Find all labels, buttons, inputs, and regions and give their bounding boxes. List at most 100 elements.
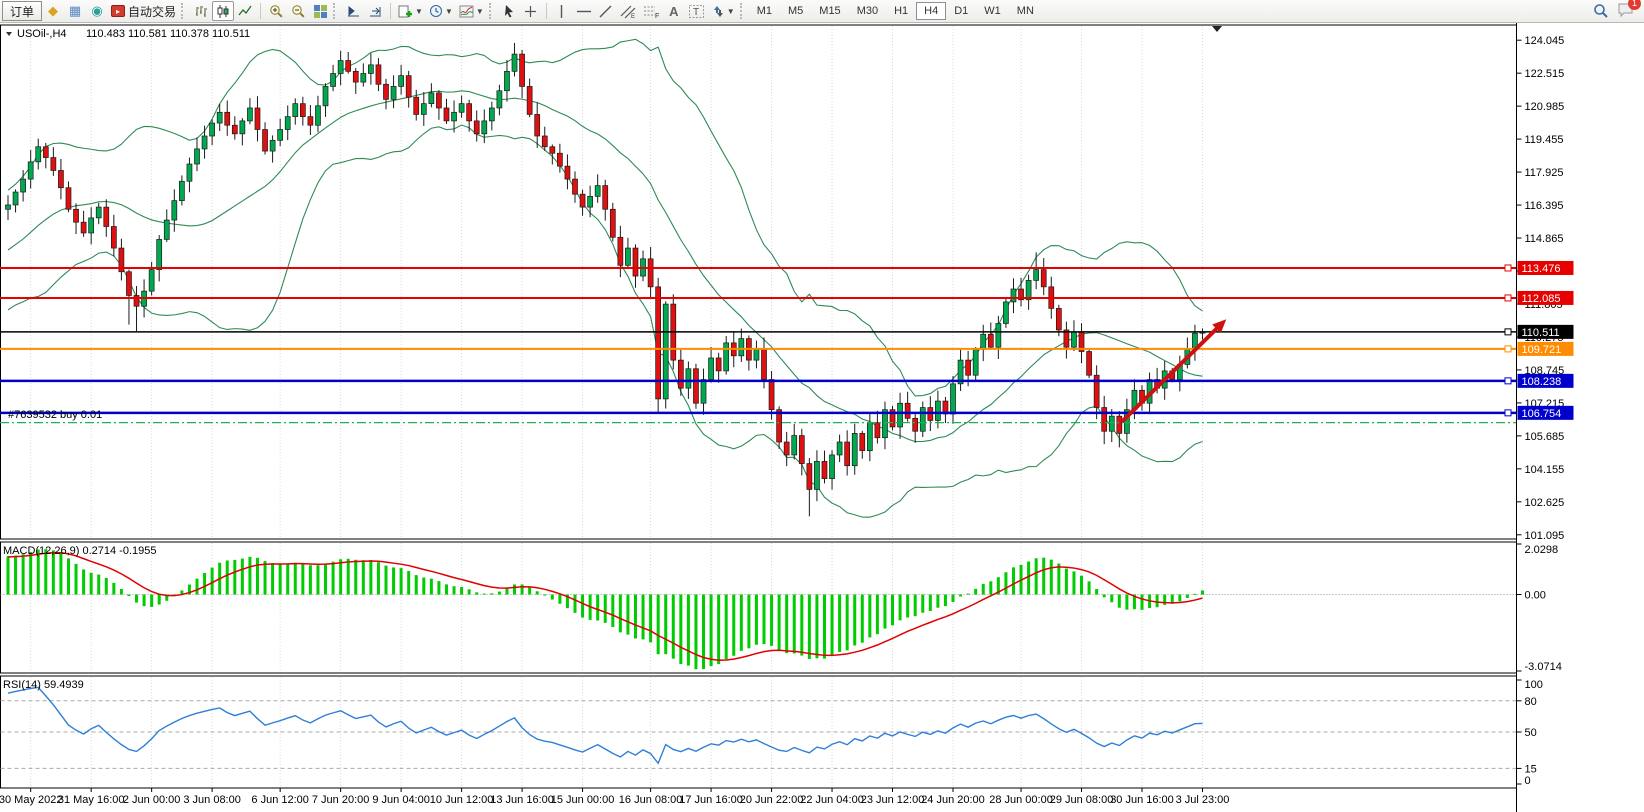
svg-text:0.00: 0.00 xyxy=(1525,590,1546,602)
signals-button[interactable]: ◉ xyxy=(86,1,108,21)
horizontal-line-button[interactable] xyxy=(573,1,595,21)
macd-histogram xyxy=(6,549,1204,670)
channel-button[interactable]: E xyxy=(617,1,640,21)
time-axis-label: 2 Jun 00:00 xyxy=(123,794,181,806)
timeframe-button-m5[interactable]: M5 xyxy=(788,5,804,17)
zoom-in-button[interactable] xyxy=(265,1,287,21)
toolbar-group-trade: 订单 ◆ ▦ ◉ ▸ 自动交易 xyxy=(2,0,179,22)
price-tick-label: 120.985 xyxy=(1525,101,1565,113)
svg-text:80: 80 xyxy=(1525,696,1537,708)
shift-end-button[interactable] xyxy=(342,1,364,21)
timeframe-button-mn[interactable]: MN xyxy=(1016,5,1034,17)
price-tick-label: 117.925 xyxy=(1525,167,1564,179)
arrows-button[interactable]: ▼ xyxy=(708,1,738,21)
price-tick-label: 114.865 xyxy=(1525,233,1564,245)
profile-icon: ▦ xyxy=(68,3,82,18)
crosshair-icon xyxy=(525,5,537,17)
horizontal-lines[interactable] xyxy=(0,264,1517,417)
toolbar-handle xyxy=(181,3,186,19)
candlestick-chart-button[interactable] xyxy=(212,1,235,21)
tile-windows-icon xyxy=(313,4,327,18)
cursor-button[interactable] xyxy=(498,1,520,21)
svg-text:-3.0714: -3.0714 xyxy=(1525,661,1562,673)
autotrading-icon: ▸ xyxy=(111,5,126,17)
macd-label: MACD(12,26,9) 0.2714 -0.1955 xyxy=(3,545,156,557)
svg-text:100: 100 xyxy=(1525,679,1543,691)
price-line-label: 110.511 xyxy=(1517,324,1574,339)
market-watch-button[interactable]: ◆ xyxy=(42,1,64,21)
tile-windows-button[interactable] xyxy=(309,1,331,21)
indicators-button[interactable]: ▼ xyxy=(456,1,487,21)
shift-chart-icon xyxy=(369,6,381,16)
vertical-line-button[interactable] xyxy=(551,1,573,21)
profile-button[interactable]: ▦ xyxy=(64,1,86,21)
trendline-button[interactable] xyxy=(595,1,617,21)
zoom-out-button[interactable] xyxy=(287,1,309,21)
svg-text:110.511: 110.511 xyxy=(1522,327,1560,339)
autotrading-button[interactable]: ▸ 自动交易 xyxy=(108,1,179,21)
text-label-button[interactable]: T xyxy=(685,1,708,21)
timeframe-button-m30[interactable]: M30 xyxy=(856,5,879,17)
search-icon[interactable] xyxy=(1593,3,1609,19)
new-chart-button[interactable]: ▼ xyxy=(395,1,426,21)
toolbar-handle xyxy=(333,3,338,19)
timeframe-button-h1[interactable]: H1 xyxy=(894,5,909,17)
time-axis-label: 15 Jun 00:00 xyxy=(551,794,615,806)
price-tick-label: 102.625 xyxy=(1525,497,1565,509)
zoom-out-icon xyxy=(291,4,305,18)
shift-chart-button[interactable] xyxy=(364,1,386,21)
rsi-line xyxy=(7,686,1203,765)
timeframe-button-m15[interactable]: M15 xyxy=(819,5,841,17)
trend-arrow[interactable] xyxy=(1120,319,1227,423)
toolbar-group-objects: E F A T ▼ xyxy=(498,0,738,22)
time-axis-label: 20 Jun 22:00 xyxy=(740,794,804,806)
crosshair-button[interactable] xyxy=(520,1,542,21)
periods-button[interactable]: ▼ xyxy=(426,1,456,21)
time-axis-label: 23 Jun 12:00 xyxy=(861,794,925,806)
svg-text:109.721: 109.721 xyxy=(1522,344,1562,356)
timeframe-button-d1[interactable]: D1 xyxy=(954,5,969,17)
chart-shift-marker[interactable] xyxy=(1212,26,1222,32)
bar-chart-icon xyxy=(195,5,207,17)
chat-badge: 1 xyxy=(1628,0,1641,10)
zoom-in-icon xyxy=(269,4,283,18)
time-axis-label: 3 Jul 23:00 xyxy=(1176,794,1230,806)
time-axis-label: 9 Jun 04:00 xyxy=(372,794,430,806)
one-click-trading-arrow[interactable] xyxy=(6,32,12,36)
periods-icon xyxy=(429,4,442,17)
price-line-label: 108.238 xyxy=(1517,373,1574,388)
time-axis-label: 6 Jun 12:00 xyxy=(251,794,309,806)
line-chart-icon xyxy=(238,5,252,15)
svg-text:112.085: 112.085 xyxy=(1522,293,1561,305)
time-axis-label: 30 Jun 16:00 xyxy=(1110,794,1174,806)
bar-chart-button[interactable] xyxy=(190,1,212,21)
timeframe-button-w1[interactable]: W1 xyxy=(984,5,1001,17)
text-button[interactable]: A xyxy=(663,1,685,21)
time-axis-label: 7 Jun 20:00 xyxy=(312,794,370,806)
time-axis-label: 30 May 2022 xyxy=(0,794,62,806)
order-line-label[interactable]: #7639532 buy 0.01 xyxy=(8,409,102,421)
timeframe-button-h4[interactable]: H4 xyxy=(916,2,947,20)
trendline-icon xyxy=(599,5,612,17)
text-icon: A xyxy=(669,3,679,19)
price-line-label: 106.754 xyxy=(1517,405,1574,420)
time-axis-label: 28 Jun 00:00 xyxy=(989,794,1053,806)
toolbar-handle xyxy=(739,3,745,19)
new-order-button[interactable]: 订单 xyxy=(2,1,43,21)
price-tick-label: 104.155 xyxy=(1525,464,1565,476)
time-axis-label: 17 Jun 16:00 xyxy=(679,794,743,806)
timeframe-button-m1[interactable]: M1 xyxy=(756,5,772,17)
chat-button[interactable]: 1 xyxy=(1617,0,1641,21)
toolbar-group-shift: ▼ ▼ ▼ xyxy=(342,0,487,22)
svg-text:113.476: 113.476 xyxy=(1522,263,1561,275)
svg-text:108.238: 108.238 xyxy=(1522,376,1562,388)
svg-text:E: E xyxy=(631,14,635,19)
line-chart-button[interactable] xyxy=(234,1,256,21)
time-axis-label: 31 May 16:00 xyxy=(58,794,125,806)
arrows-icon xyxy=(713,5,723,17)
fibonacci-button[interactable]: F xyxy=(640,1,663,21)
price-tick-label: 101.095 xyxy=(1525,530,1565,542)
signals-icon: ◉ xyxy=(91,3,103,18)
price-tick-label: 105.685 xyxy=(1525,431,1565,443)
